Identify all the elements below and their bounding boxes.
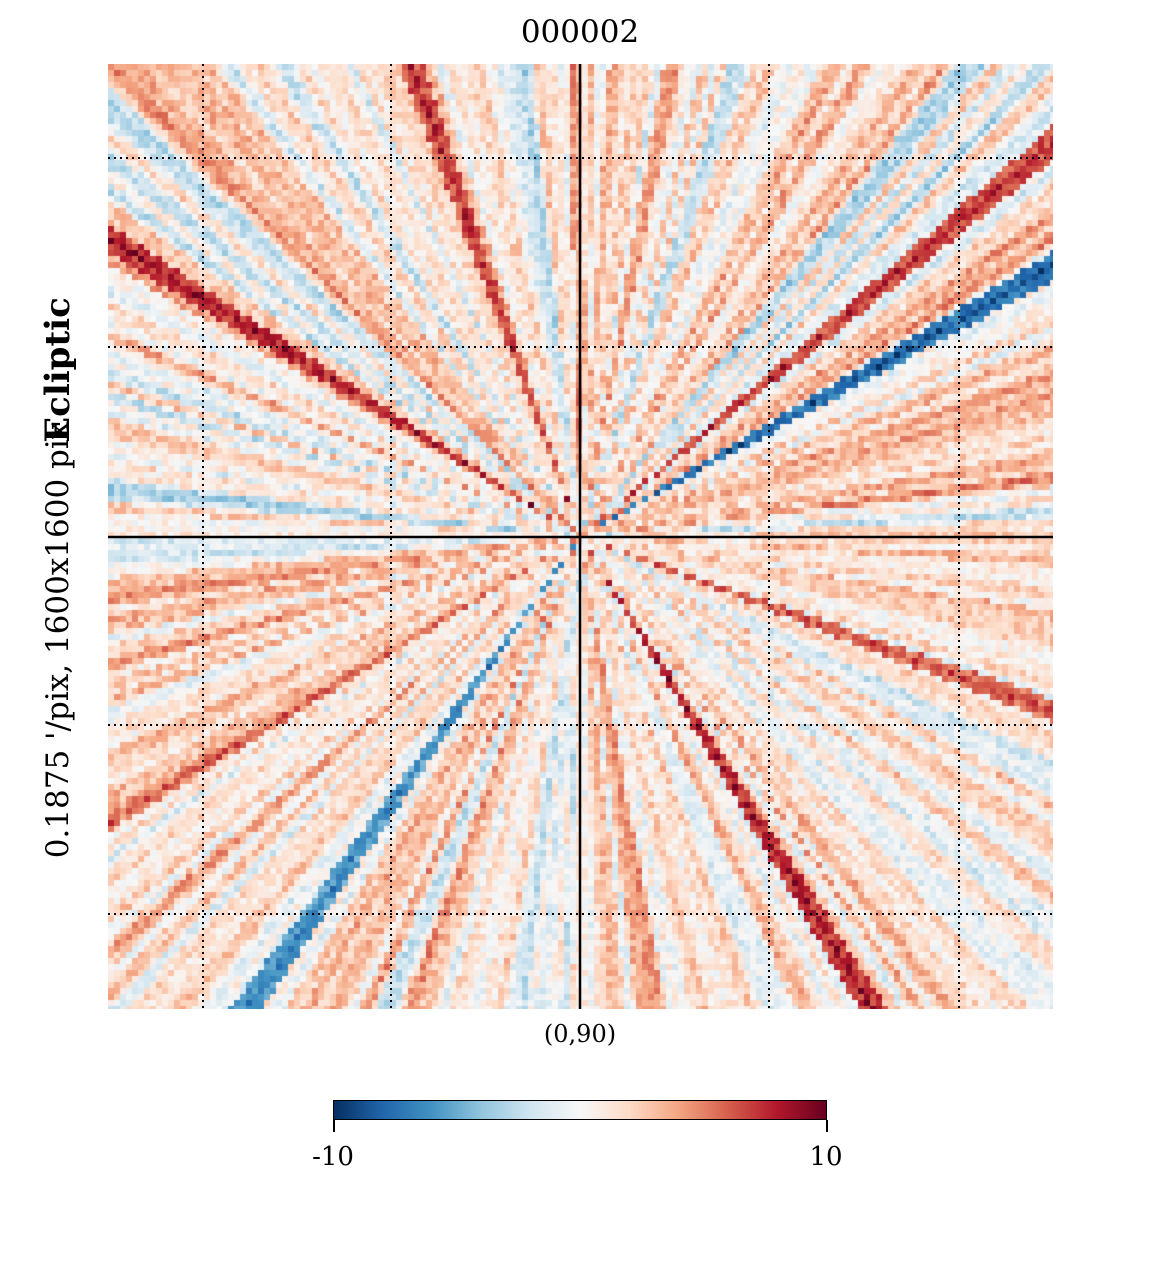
colorbar-tick-max — [826, 1120, 828, 1132]
colorbar-min-label: -10 — [312, 1142, 354, 1172]
colorbar — [333, 1100, 827, 1120]
coord-label: Ecliptic — [38, 297, 78, 443]
colorbar-tick-min — [333, 1120, 335, 1132]
center-coordinate-label: (0,90) — [543, 1020, 617, 1048]
side-label: 0.1875 '/pix, 1600x1600 pix — [40, 422, 76, 859]
graticule-overlay — [108, 64, 1053, 1009]
colorbar-max-label: 10 — [809, 1142, 843, 1172]
resolution-label: 0.1875 '/pix, 1600x1600 pix — [40, 421, 76, 859]
chart-title: 000002 — [520, 14, 640, 50]
map-panel — [108, 64, 1053, 1009]
